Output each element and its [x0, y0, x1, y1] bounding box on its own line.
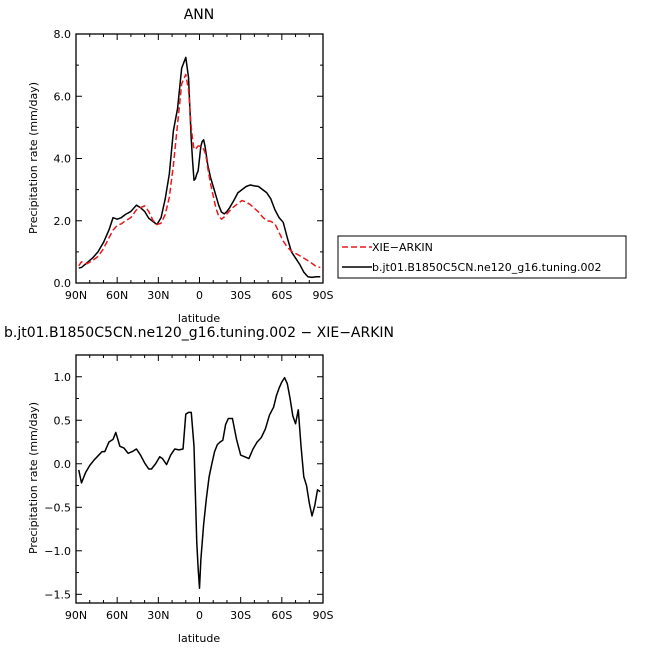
bottom-y-tick-label: 0.0 — [54, 458, 72, 471]
top-ticks: 90N 60N 30N 0 30S 60S 90S 0.0 2.0 4.0 6.0 8.0 — [54, 28, 334, 302]
bottom-plot-frame — [75, 354, 324, 604]
top-y-tick-label: 6.0 — [54, 90, 72, 103]
bottom-y-tick-label: −0.5 — [44, 501, 71, 514]
legend-label-xie-arkin: XIE−ARKIN — [372, 241, 433, 254]
bottom-ticks: 90N 60N 30N 0 30S 60S 90S −1.5 −1.0 −0.5 0.0 0.5 1.0 — [44, 354, 334, 622]
bottom-panel: b.jt01.B1850C5CN.ne120_g16.tuning.002 − … — [4, 325, 394, 645]
top-y-tick-label: 0.0 — [54, 277, 72, 290]
bottom-x-tick-label: 60S — [271, 609, 292, 622]
legend-box — [337, 235, 627, 279]
top-series-line-0 — [78, 56, 321, 279]
bottom-y-axis-label-group: Precipitation rate (mm/day) — [27, 402, 40, 554]
top-x-tick-label: 30N — [147, 289, 169, 302]
top-y-axis-label: Precipitation rate (mm/day) — [27, 82, 40, 234]
top-x-tick-label: 90N — [65, 289, 87, 302]
bottom-x-axis-label: latitude — [178, 632, 220, 645]
bottom-y-axis-label: Precipitation rate (mm/day) — [27, 402, 40, 554]
bottom-y-tick-label: −1.0 — [44, 545, 71, 558]
top-x-tick-label: 60S — [271, 289, 292, 302]
top-y-tick-label: 4.0 — [54, 153, 72, 166]
bottom-y-tick-label: 1.0 — [54, 371, 72, 384]
bottom-x-tick-label: 30N — [147, 609, 169, 622]
top-y-axis-label-group: Precipitation rate (mm/day) — [27, 82, 40, 234]
top-x-tick-label: 30S — [230, 289, 251, 302]
top-x-tick-label: 0 — [196, 289, 203, 302]
top-x-axis-label: latitude — [178, 312, 220, 325]
legend: XIE−ARKIN b.jt01.B1850C5CN.ne120_g16.tun… — [337, 235, 627, 279]
bottom-x-tick-label: 60N — [106, 609, 128, 622]
bottom-y-tick-label: −1.5 — [44, 588, 71, 601]
top-panel: ANN Precipitation rate (mm/day) latitude… — [27, 7, 627, 325]
bottom-x-tick-label: 90N — [65, 609, 87, 622]
bottom-x-tick-label: 0 — [196, 609, 203, 622]
top-y-tick-label: 8.0 — [54, 28, 72, 41]
bottom-series-group — [78, 376, 321, 589]
bottom-x-tick-label: 90S — [313, 609, 334, 622]
top-x-tick-label: 90S — [313, 289, 334, 302]
top-x-tick-label: 60N — [106, 289, 128, 302]
bottom-y-tick-label: 0.5 — [54, 414, 72, 427]
top-y-tick-label: 2.0 — [54, 215, 72, 228]
top-chart-title: ANN — [184, 7, 215, 23]
top-series-group — [78, 56, 321, 279]
legend-label-model: b.jt01.B1850C5CN.ne120_g16.tuning.002 — [372, 261, 601, 274]
bottom-series-line-0 — [78, 376, 321, 589]
bottom-chart-title: b.jt01.B1850C5CN.ne120_g16.tuning.002 − … — [4, 325, 394, 341]
top-plot-frame — [75, 33, 324, 284]
top-series-line-1 — [78, 73, 321, 269]
bottom-x-tick-label: 30S — [230, 609, 251, 622]
